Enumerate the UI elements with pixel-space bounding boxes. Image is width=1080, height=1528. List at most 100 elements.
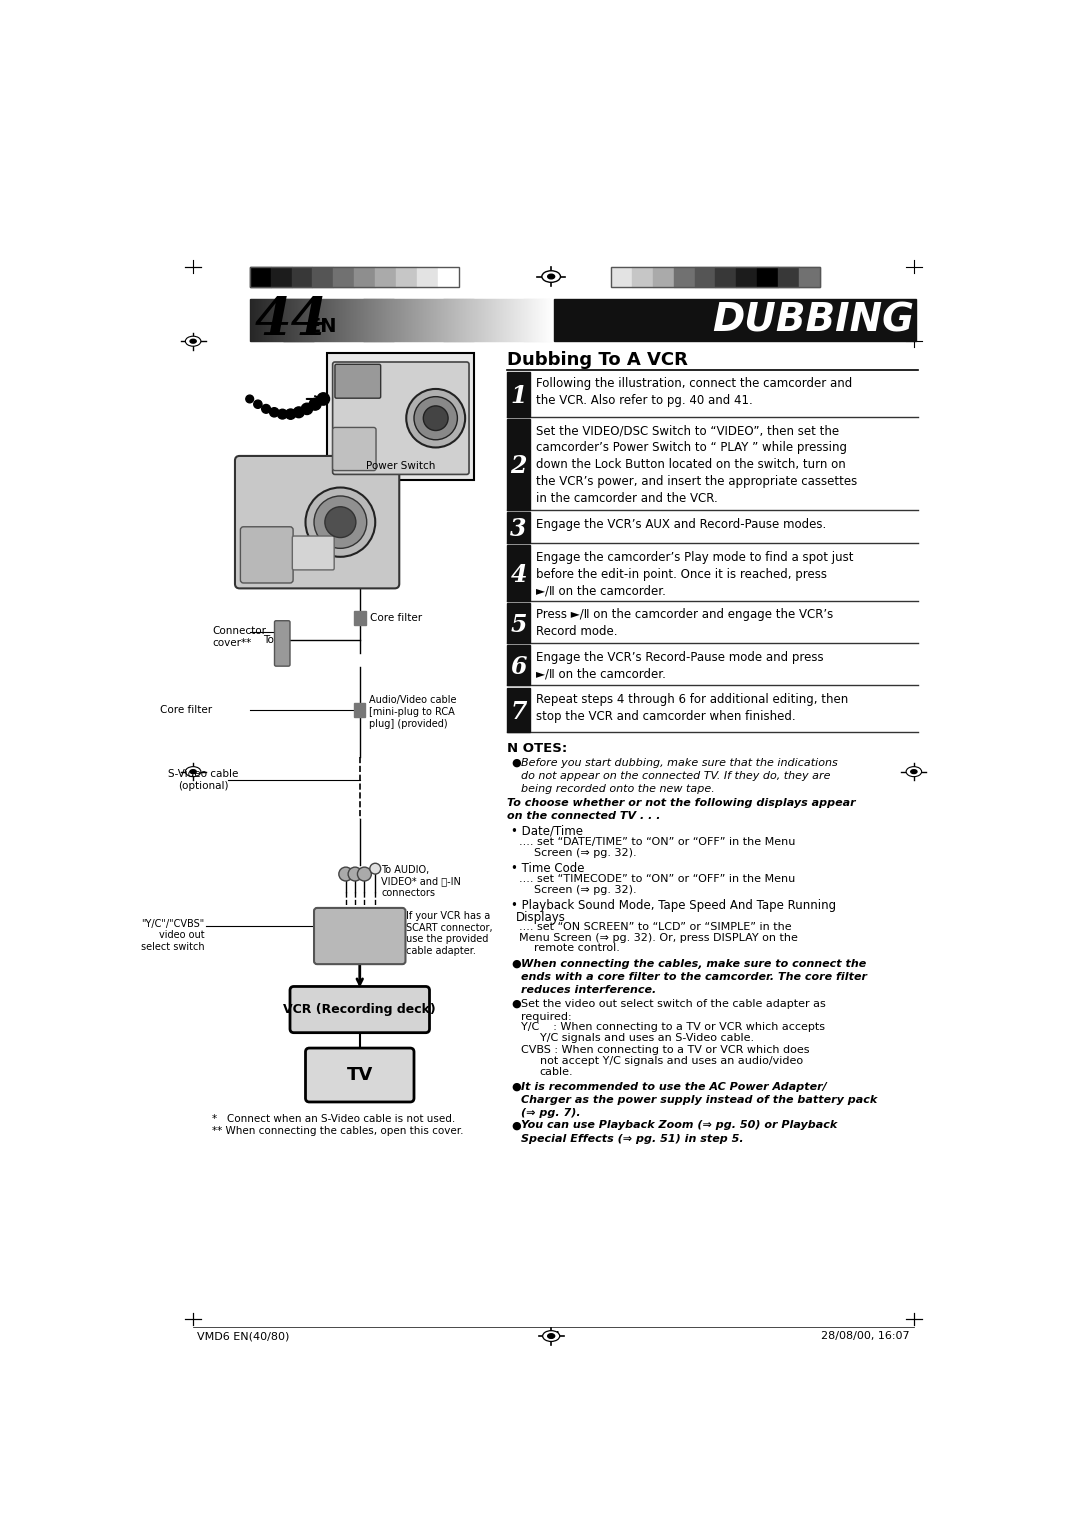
- Bar: [459, 299, 461, 341]
- Bar: [334, 266, 354, 287]
- Bar: [542, 299, 543, 341]
- Bar: [286, 299, 287, 341]
- Bar: [256, 299, 257, 341]
- Bar: [301, 299, 302, 341]
- Bar: [440, 299, 442, 341]
- Text: remote control.: remote control.: [535, 943, 620, 953]
- Bar: [356, 299, 357, 341]
- Bar: [314, 299, 316, 341]
- Text: 44: 44: [546, 1331, 561, 1342]
- Bar: [422, 299, 423, 341]
- Bar: [363, 299, 365, 341]
- Ellipse shape: [910, 770, 917, 773]
- Ellipse shape: [542, 1331, 559, 1342]
- Bar: [471, 299, 472, 341]
- Bar: [674, 266, 694, 287]
- Ellipse shape: [190, 339, 197, 344]
- Bar: [279, 299, 281, 341]
- Circle shape: [318, 393, 329, 405]
- Bar: [527, 299, 528, 341]
- Bar: [472, 299, 473, 341]
- Bar: [253, 299, 254, 341]
- Bar: [306, 299, 307, 341]
- Bar: [417, 299, 418, 341]
- Text: 2: 2: [511, 454, 527, 478]
- Bar: [545, 299, 546, 341]
- Bar: [394, 299, 396, 341]
- Bar: [367, 299, 368, 341]
- Bar: [524, 299, 526, 341]
- Bar: [499, 299, 500, 341]
- Bar: [289, 299, 291, 341]
- Bar: [273, 299, 274, 341]
- Ellipse shape: [548, 1334, 555, 1339]
- Bar: [298, 299, 300, 341]
- Text: .... set “ON SCREEN” to “LCD” or “SIMPLE” in the: .... set “ON SCREEN” to “LCD” or “SIMPLE…: [518, 921, 792, 932]
- Bar: [532, 299, 534, 341]
- Bar: [351, 299, 352, 341]
- Bar: [528, 299, 529, 341]
- Bar: [438, 299, 440, 341]
- Bar: [272, 299, 273, 341]
- Circle shape: [254, 400, 262, 408]
- Bar: [341, 299, 342, 341]
- Bar: [266, 299, 268, 341]
- Bar: [552, 299, 553, 341]
- Bar: [515, 299, 516, 341]
- Bar: [498, 299, 499, 341]
- Bar: [432, 299, 433, 341]
- Bar: [396, 266, 417, 287]
- Bar: [321, 299, 322, 341]
- Text: Engage the VCR’s AUX and Record-Pause modes.: Engage the VCR’s AUX and Record-Pause mo…: [537, 518, 826, 530]
- Bar: [258, 299, 259, 341]
- Circle shape: [369, 863, 380, 874]
- Bar: [375, 266, 396, 287]
- Text: EN: EN: [307, 316, 337, 336]
- Text: DUBBING: DUBBING: [712, 301, 914, 339]
- Text: 3: 3: [511, 516, 527, 541]
- FancyBboxPatch shape: [333, 428, 376, 471]
- Bar: [259, 299, 260, 341]
- Bar: [330, 299, 333, 341]
- Bar: [366, 299, 367, 341]
- Bar: [249, 266, 271, 287]
- Text: To AV: To AV: [352, 576, 380, 587]
- Bar: [294, 299, 295, 341]
- Bar: [419, 299, 420, 341]
- FancyBboxPatch shape: [314, 908, 405, 964]
- Bar: [442, 299, 444, 341]
- Circle shape: [314, 497, 367, 549]
- Text: Connector
cover**: Connector cover**: [213, 626, 267, 648]
- Text: Before you start dubbing, make sure that the indications
do not appear on the co: Before you start dubbing, make sure that…: [521, 758, 838, 795]
- Bar: [347, 299, 349, 341]
- Text: Following the illustration, connect the camcorder and
the VCR. Also refer to pg.: Following the illustration, connect the …: [537, 377, 853, 408]
- Bar: [281, 299, 283, 341]
- Bar: [408, 299, 410, 341]
- Text: Y/C    : When connecting to a TV or VCR which accepts: Y/C : When connecting to a TV or VCR whi…: [521, 1022, 825, 1031]
- Bar: [543, 299, 544, 341]
- Bar: [388, 299, 389, 341]
- Bar: [315, 299, 316, 341]
- Bar: [494, 299, 495, 341]
- FancyBboxPatch shape: [335, 364, 380, 399]
- FancyBboxPatch shape: [235, 455, 400, 588]
- Bar: [342, 299, 345, 341]
- Bar: [446, 299, 447, 341]
- Bar: [291, 299, 292, 341]
- Bar: [434, 299, 435, 341]
- Bar: [322, 299, 323, 341]
- Bar: [507, 604, 530, 643]
- Bar: [262, 299, 265, 341]
- Text: .... set “DATE/TIME” to “ON” or “OFF” in the Menu: .... set “DATE/TIME” to “ON” or “OFF” in…: [518, 837, 795, 847]
- FancyBboxPatch shape: [327, 353, 474, 480]
- Bar: [470, 299, 471, 341]
- Bar: [462, 299, 463, 341]
- Bar: [302, 299, 303, 341]
- Bar: [336, 299, 337, 341]
- Text: not accept Y/C signals and uses an audio/video: not accept Y/C signals and uses an audio…: [540, 1056, 802, 1065]
- Bar: [303, 299, 305, 341]
- Bar: [737, 266, 757, 287]
- Bar: [487, 299, 488, 341]
- Bar: [387, 299, 388, 341]
- Text: When connecting the cables, make sure to connect the
ends with a core filter to : When connecting the cables, make sure to…: [521, 958, 867, 995]
